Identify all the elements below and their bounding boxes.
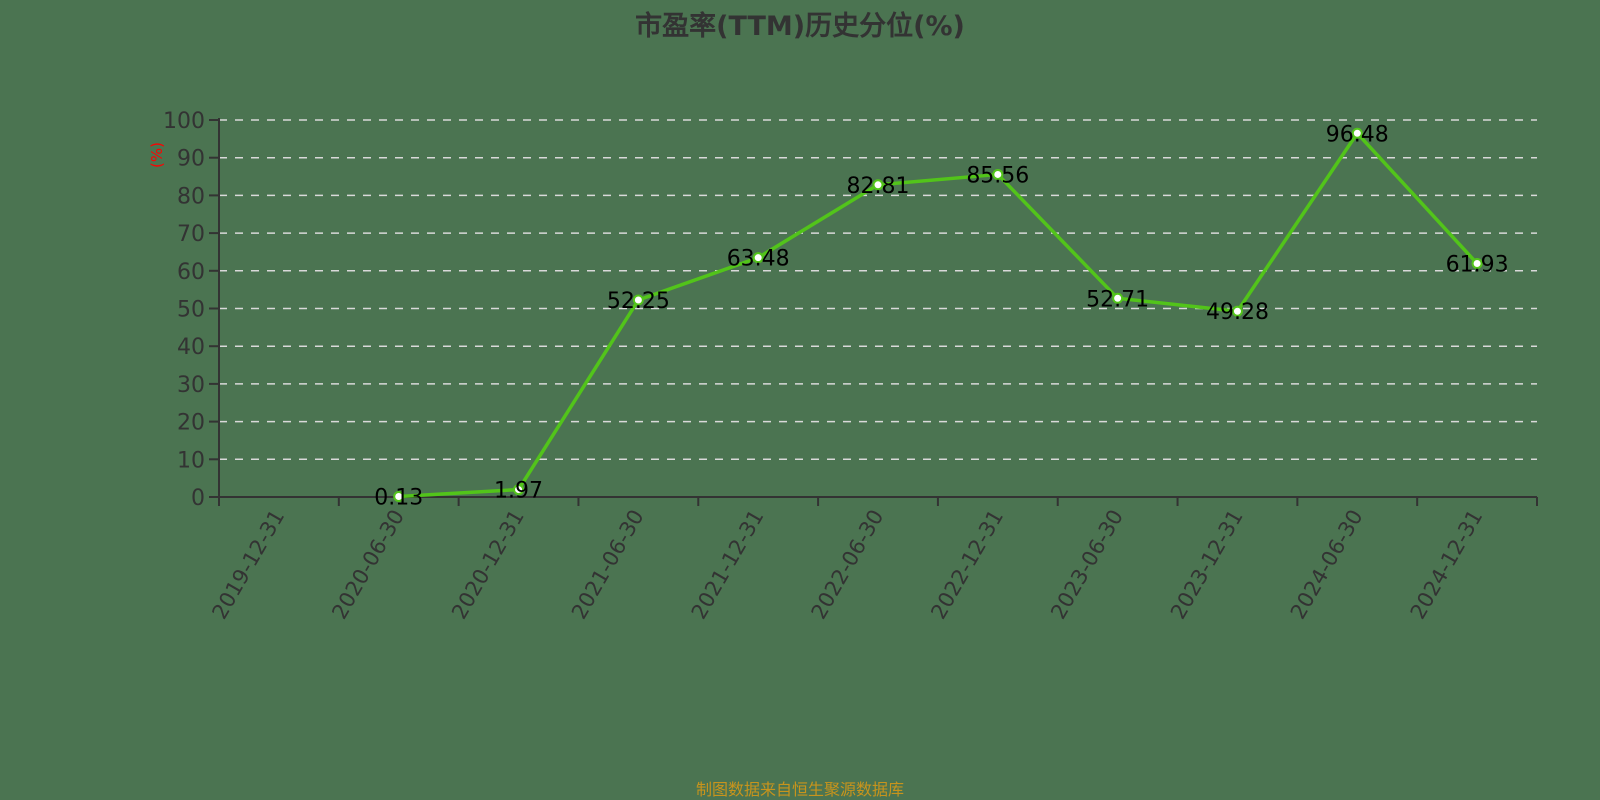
data-label: 82.81 bbox=[847, 174, 910, 199]
x-tick-label: 2024-12-31 bbox=[1406, 506, 1488, 624]
data-label: 61.93 bbox=[1446, 253, 1509, 278]
source-footer: 制图数据来自恒生聚源数据库 bbox=[695, 780, 904, 799]
data-label: 0.13 bbox=[374, 486, 423, 511]
data-point bbox=[872, 179, 884, 191]
data-label: 52.25 bbox=[607, 289, 670, 314]
x-tick-label: 2023-06-30 bbox=[1046, 506, 1128, 624]
x-tick-label: 2022-12-31 bbox=[926, 506, 1008, 624]
y-tick-label: 30 bbox=[177, 373, 205, 398]
data-label: 52.71 bbox=[1086, 287, 1149, 312]
x-tick-label: 2020-06-30 bbox=[327, 506, 409, 624]
data-label: 96.48 bbox=[1326, 122, 1389, 147]
x-tick-label: 2019-12-31 bbox=[207, 506, 289, 624]
data-point bbox=[1351, 127, 1363, 139]
data-line bbox=[398, 131, 1479, 499]
data-label: 63.48 bbox=[727, 247, 790, 272]
chart-title: 市盈率(TTM)历史分位(%) bbox=[635, 11, 965, 42]
y-tick-label: 10 bbox=[177, 448, 205, 473]
y-tick-label: 100 bbox=[163, 109, 205, 134]
y-tick-label: 0 bbox=[191, 486, 205, 511]
data-point bbox=[1231, 305, 1243, 317]
y-tick-label: 60 bbox=[177, 260, 205, 285]
y-tick-label: 80 bbox=[177, 184, 205, 209]
x-tick-label: 2020-12-31 bbox=[447, 506, 529, 624]
data-point bbox=[1112, 292, 1124, 304]
data-label: 85.56 bbox=[966, 163, 1029, 188]
data-point bbox=[992, 168, 1004, 180]
x-tick-label: 2021-12-31 bbox=[687, 506, 769, 624]
data-label: 49.28 bbox=[1206, 300, 1269, 325]
y-tick-label: 50 bbox=[177, 298, 205, 323]
y-tick-label: 40 bbox=[177, 335, 205, 360]
y-tick-label: 20 bbox=[177, 411, 205, 436]
x-tick-label: 2024-06-30 bbox=[1286, 506, 1368, 624]
y-axis-label: (%) bbox=[148, 142, 166, 168]
data-point bbox=[752, 252, 764, 264]
x-tick-label: 2022-06-30 bbox=[807, 506, 889, 624]
data-label: 1.97 bbox=[494, 479, 543, 504]
data-point bbox=[1471, 258, 1483, 270]
data-point bbox=[393, 491, 405, 503]
y-tick-label: 70 bbox=[177, 222, 205, 247]
x-tick-label: 2023-12-31 bbox=[1166, 506, 1248, 624]
data-point bbox=[632, 294, 644, 306]
x-tick-label: 2021-06-30 bbox=[567, 506, 649, 624]
data-point bbox=[513, 484, 525, 496]
y-tick-label: 90 bbox=[177, 147, 205, 172]
